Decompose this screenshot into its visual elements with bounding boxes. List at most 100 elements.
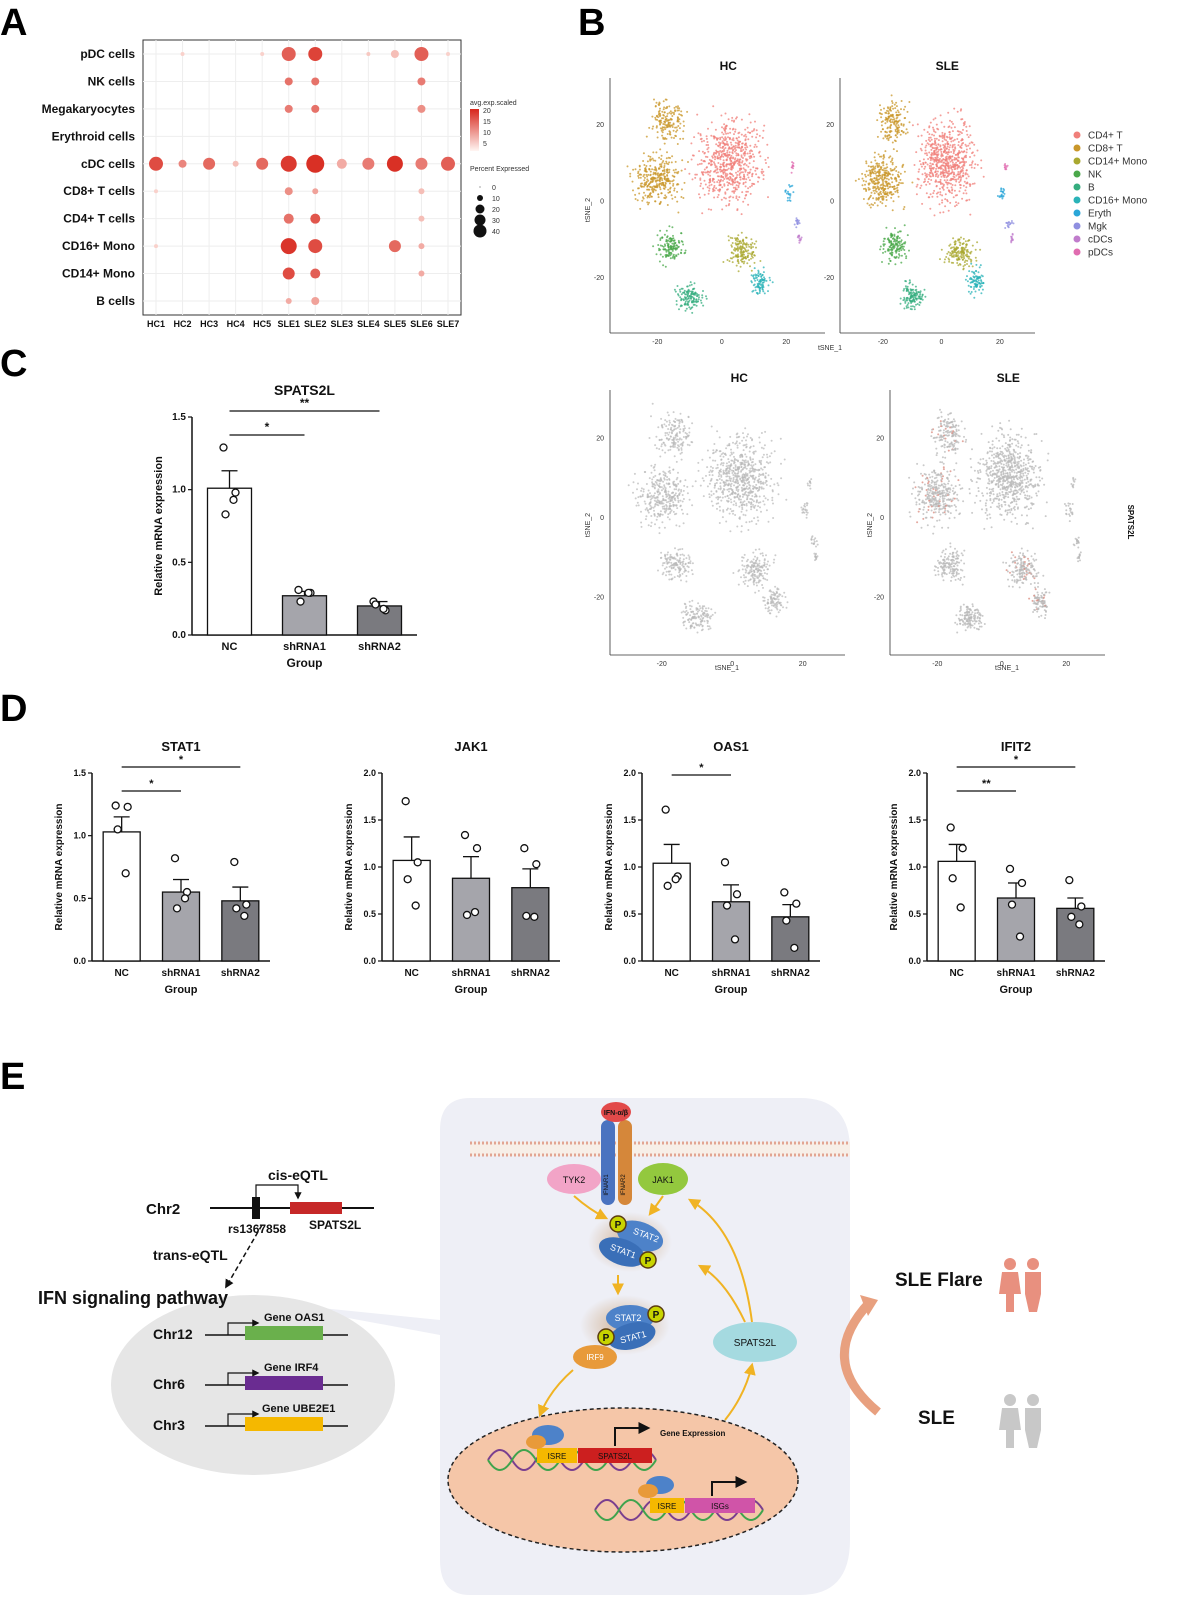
tsne-legend-label: Mgk (1088, 222, 1108, 233)
data-point (792, 899, 801, 908)
tsne-legend-swatch (1073, 248, 1081, 256)
dotplot-row-label: B cells (96, 294, 135, 308)
tsne-title: HC (720, 59, 738, 73)
x-tick-label: NC (664, 968, 678, 979)
dotplot-col-label: HC3 (200, 319, 218, 329)
dotplot-row-label: CD14+ Mono (62, 267, 135, 281)
dotplot-dot (285, 298, 292, 304)
data-point (671, 875, 680, 884)
pathway-title: IFN signaling pathway (38, 1288, 228, 1308)
dotplot-dot (362, 157, 375, 170)
data-point (780, 888, 789, 897)
x-axis-label: Group (165, 984, 198, 996)
data-point (296, 597, 305, 606)
dot-plot: pDC cells NK cells Megakaryocytes Erythroid… (42, 39, 529, 329)
dotplot-frame (142, 39, 462, 316)
data-point (956, 903, 965, 912)
tsne-xtick: 20 (1062, 661, 1070, 668)
dotplot-dot (390, 50, 399, 58)
jak1-node: JAK1 (638, 1163, 688, 1195)
y-tick-label: 1.0 (73, 831, 86, 841)
dotplot-row-label: pDC cells (80, 47, 135, 61)
dotplot-dot (312, 188, 319, 195)
significance-label: * (149, 778, 154, 790)
legend-size-dot (479, 186, 481, 188)
spats2l-gene-label: SPATS2L (309, 1218, 361, 1232)
dotplot-dot (282, 267, 295, 280)
tsne-gene-label: SPATS2L (1126, 505, 1135, 540)
data-point (304, 588, 313, 598)
data-point (946, 823, 955, 832)
tsne-legend-swatch (1073, 157, 1081, 165)
tsne-ytick: 20 (876, 436, 884, 443)
dotplot-dot (366, 52, 371, 56)
tsne-ylabel: tSNE_2 (585, 198, 592, 222)
y-tick-label: 0.5 (172, 557, 186, 568)
panel-label-e: E (0, 1056, 26, 1098)
tsne-ytick: 0 (880, 515, 884, 522)
bar-title: IFIT2 (1001, 739, 1031, 754)
y-tick-label: 0.5 (623, 909, 636, 919)
tsne-xlabel: tSNE_1 (995, 665, 1019, 672)
legend-size-tick: 30 (492, 218, 500, 225)
tsne-legend-swatch (1073, 183, 1081, 191)
dotplot-dot (281, 47, 296, 61)
x-axis-label: Group (715, 984, 748, 996)
dotplot-dot (260, 52, 265, 56)
bar (161, 891, 201, 962)
tsne-xtick: 0 (939, 339, 943, 346)
data-point (532, 860, 541, 869)
dotplot-col-label: SLE6 (410, 319, 433, 329)
tsne-title: SLE (936, 59, 959, 73)
cell-membrane (470, 1141, 850, 1157)
tsne-legend-swatch (1073, 196, 1081, 204)
tsne-ytick: 0 (600, 515, 604, 522)
tsne-xtick: 20 (782, 339, 790, 346)
tyk2-node: TYK2 (547, 1164, 601, 1194)
data-point (958, 844, 967, 853)
data-point (1067, 912, 1076, 921)
x-tick-label: shRNA1 (162, 968, 201, 979)
tsne-ytick: 0 (830, 198, 834, 205)
data-point (720, 858, 730, 867)
bar-chart-stat1: STAT1 0.0 0.5 1.0 1.5 Relative mRNA expressio… (54, 739, 270, 996)
dotplot-col-label: HC1 (147, 319, 165, 329)
dotplot-dot (417, 104, 426, 113)
y-tick-label: 1.5 (908, 815, 921, 825)
ifnar2-label: IFNAR2 (621, 1174, 627, 1196)
tsne-ylabel: tSNE_2 (867, 513, 874, 537)
chr2-label: Chr2 (146, 1201, 180, 1218)
dotplot-dot (388, 240, 401, 253)
x-tick-label: shRNA1 (997, 968, 1036, 979)
dotplot-dot (203, 157, 216, 170)
dotplot-dot (154, 244, 158, 249)
dotplot-dot (308, 239, 323, 254)
panel-label-b: B (578, 2, 606, 44)
y-tick-label: 1.0 (172, 485, 186, 496)
dotplot-dot (418, 188, 425, 195)
y-tick-label: 0.0 (908, 956, 921, 966)
gene-expression-label: Gene Expression (660, 1429, 725, 1438)
y-tick-label: 2.0 (363, 768, 376, 778)
dotplot-dot (180, 52, 185, 56)
ifn-receptor: IFN-α/β IFNAR1 IFNAR2 (601, 1102, 632, 1205)
dotplot-row-label: cDC cells (81, 157, 135, 171)
tsne-xtick: 0 (1000, 661, 1004, 668)
data-point (242, 900, 251, 909)
sle-flare-label: SLE Flare (895, 1270, 983, 1291)
y-axis-label: Relative mRNA expression (153, 456, 165, 596)
dotplot-dot (336, 158, 347, 169)
y-tick-label: 1.5 (73, 768, 86, 778)
tsne-legend-label: CD8+ T (1088, 144, 1123, 155)
tsne-legend-swatch (1073, 131, 1081, 139)
dotplot-row-label: CD4+ T cells (63, 212, 135, 226)
y-tick-label: 1.5 (172, 412, 186, 423)
tsne-hc: HC 20 0 -20 -20 0 20 (594, 59, 825, 346)
x-tick-label: NC (949, 968, 963, 979)
data-point (219, 443, 228, 452)
data-point (221, 510, 230, 519)
data-point (1075, 920, 1084, 929)
bar (102, 831, 141, 962)
x-axis-label: Group (1000, 984, 1033, 996)
data-point (121, 869, 130, 878)
